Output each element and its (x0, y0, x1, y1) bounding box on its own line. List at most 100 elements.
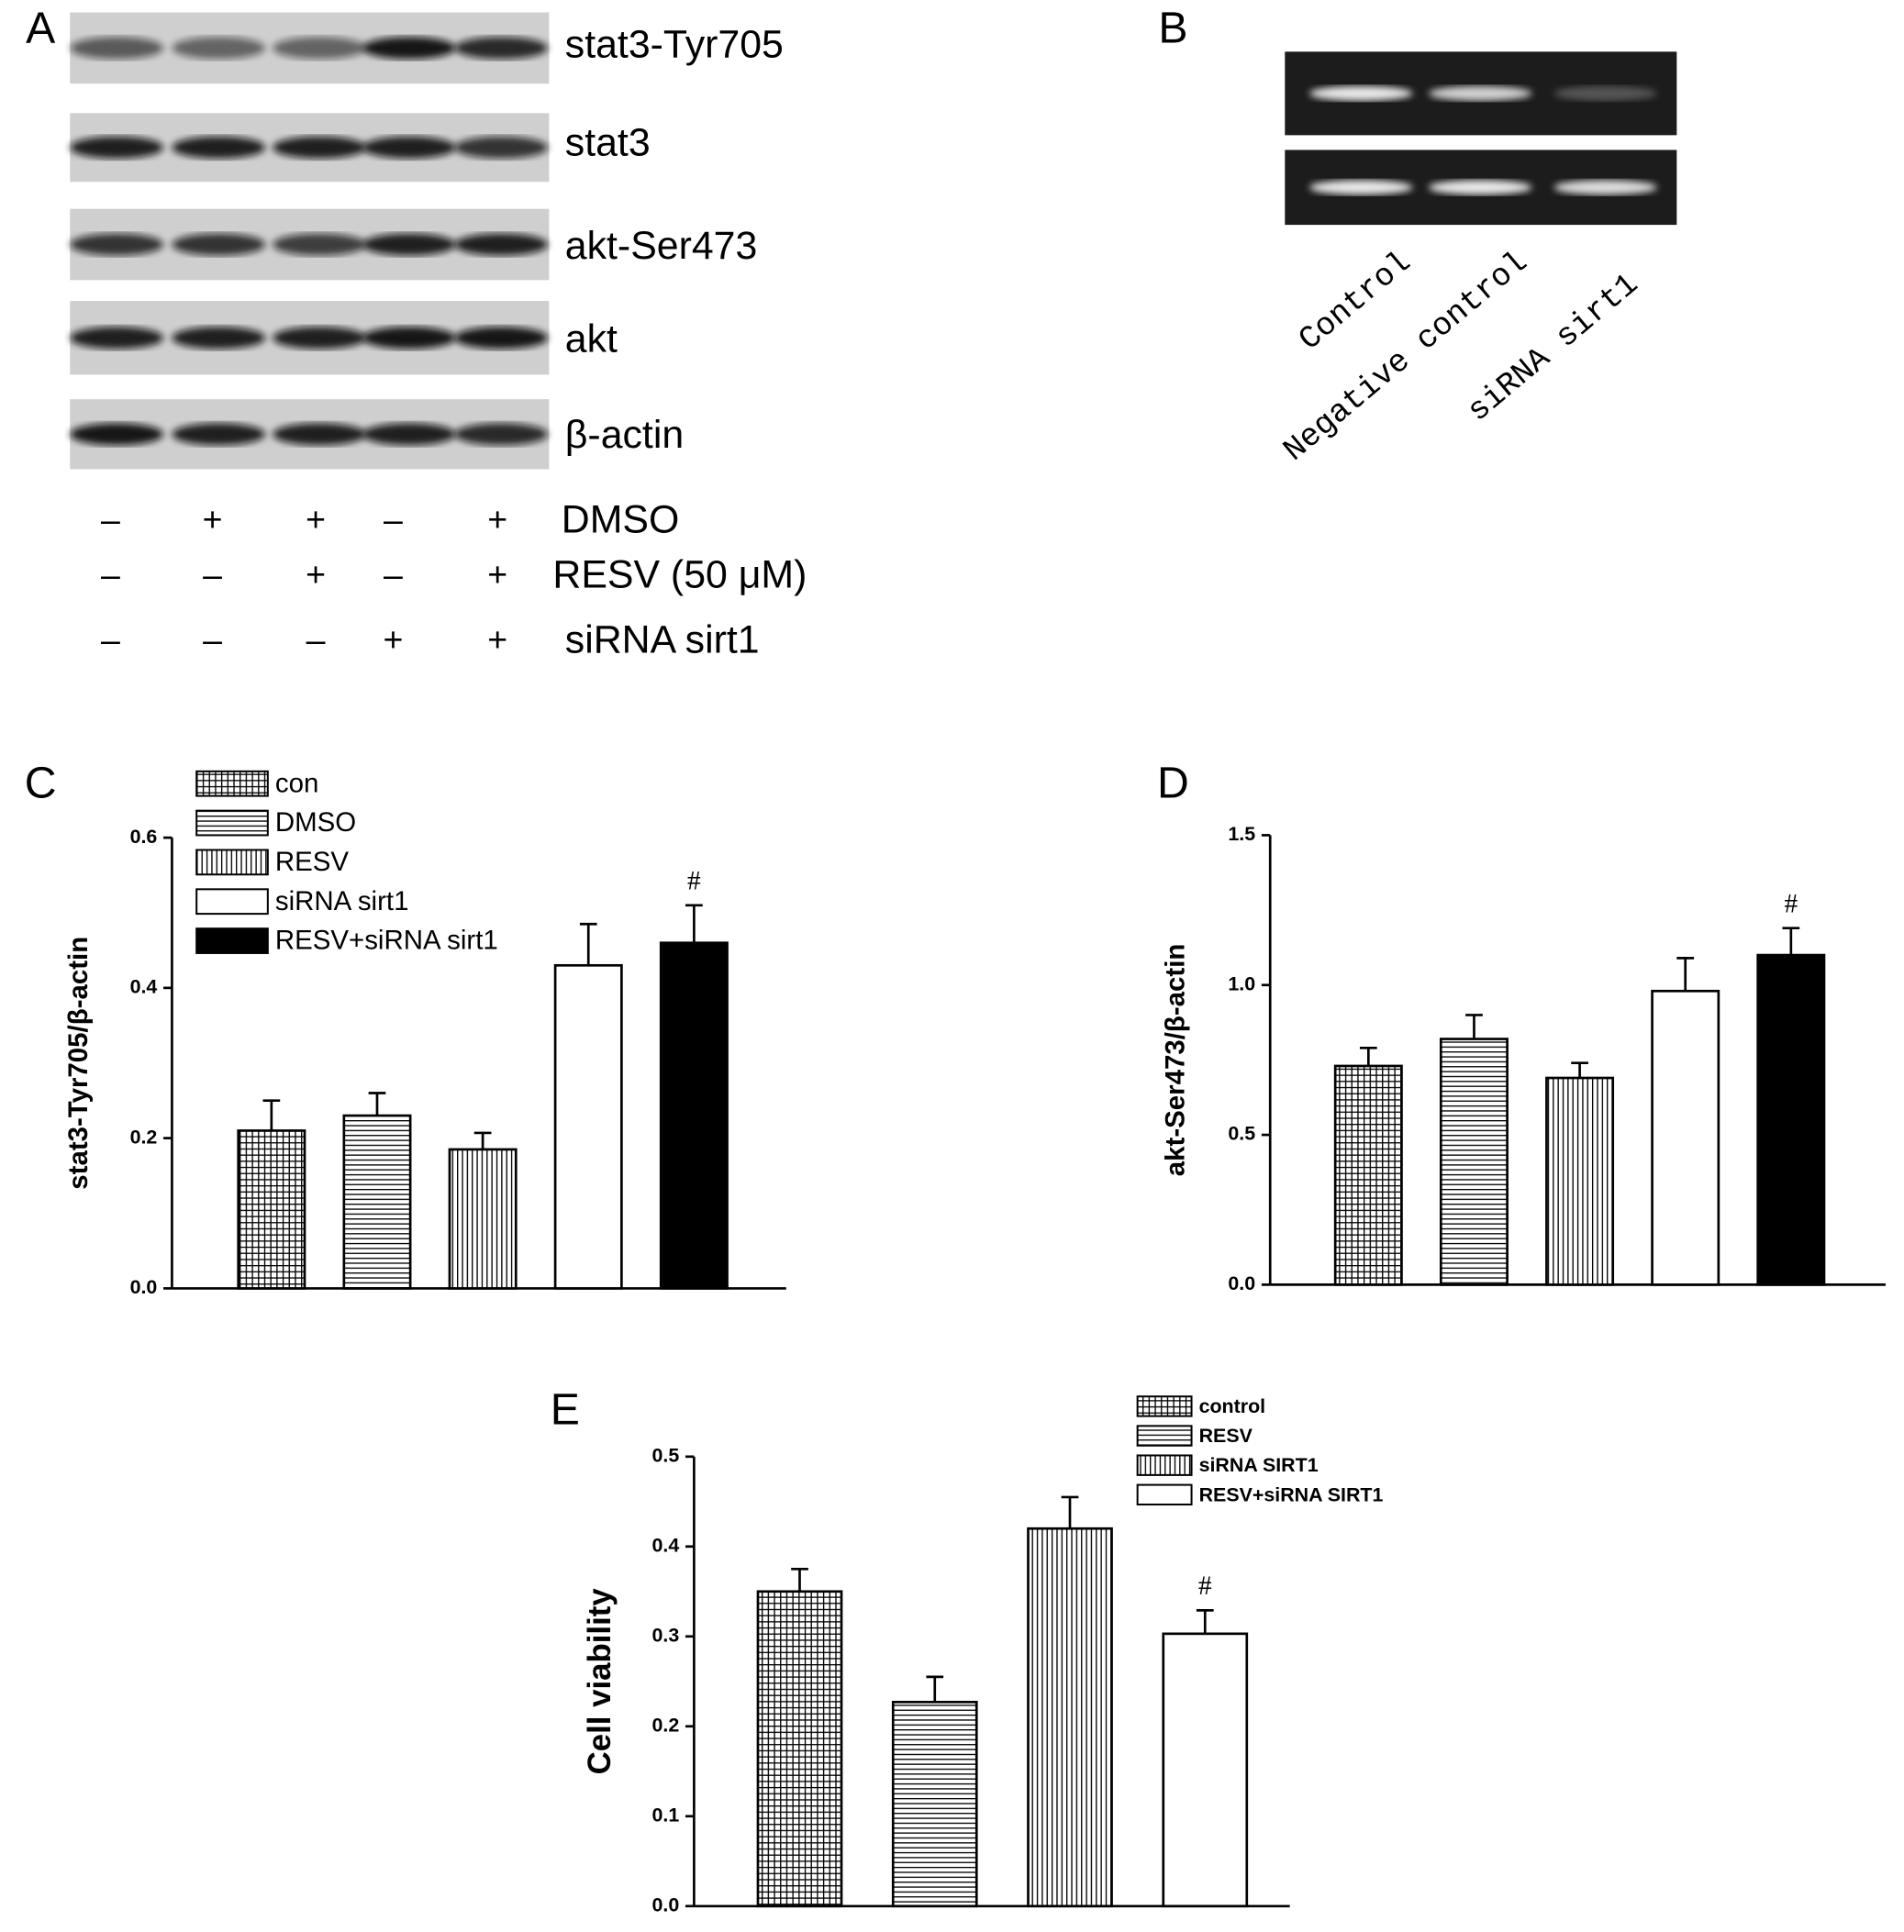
blot-band (70, 136, 164, 159)
blot-band (172, 136, 266, 159)
bar (1651, 989, 1720, 1286)
annotation: # (1784, 889, 1798, 918)
treatment-sign: – (384, 555, 403, 594)
error-bar (1465, 1014, 1483, 1039)
annotation: # (687, 866, 701, 895)
error-bar (1359, 1047, 1377, 1066)
treatment-sign: – (101, 500, 120, 539)
legend-swatch (1136, 1454, 1193, 1476)
panel-letter: C (25, 759, 57, 808)
y-tick-label: 0.4 (652, 1534, 680, 1556)
blot-band (273, 37, 366, 60)
y-tick-label: 0.5 (1228, 1123, 1255, 1145)
bar (1027, 1527, 1113, 1908)
treatment-label: RESV (50 μM) (552, 553, 807, 597)
blot-label: akt-Ser473 (565, 224, 757, 268)
y-axis-label: stat3-Tyr705/β-actin (63, 937, 94, 1190)
bar (553, 963, 623, 1290)
bar (756, 1590, 843, 1908)
blot-band (172, 37, 266, 60)
treatment-sign: – (101, 620, 120, 659)
error-bar (791, 1567, 808, 1592)
panel-letter: A (26, 3, 56, 52)
blot-band (273, 233, 366, 256)
error-bar (1196, 1609, 1214, 1634)
legend-label: RESV (1199, 1425, 1253, 1447)
treatment-sign: + (383, 620, 403, 659)
gel-band (1309, 85, 1413, 101)
gel-band (1553, 180, 1657, 195)
treatment-sign: + (203, 500, 223, 539)
legend-label: con (275, 768, 318, 798)
blot-band (172, 423, 266, 446)
y-tick-label: 1.0 (1228, 972, 1255, 994)
blot-band (454, 423, 549, 446)
error-bar (1676, 957, 1695, 992)
legend-swatch (1136, 1395, 1193, 1417)
blot-band (172, 233, 266, 256)
gel-band (1428, 85, 1532, 101)
error-bar (926, 1675, 944, 1703)
blot-label: β-actin (565, 413, 684, 457)
error-bar (1782, 927, 1800, 956)
legend-swatch (195, 809, 269, 837)
bar (448, 1148, 518, 1290)
error-bar (473, 1131, 492, 1149)
bar (342, 1114, 412, 1290)
legend-label: control (1199, 1395, 1266, 1417)
bar (1756, 953, 1826, 1286)
blot-band (70, 233, 164, 256)
blot-label: akt (565, 317, 618, 361)
blot-band (362, 327, 456, 350)
treatment-sign: + (487, 500, 507, 539)
error-bar (579, 922, 597, 966)
error-bar (1571, 1061, 1588, 1079)
gel-band (1553, 85, 1657, 101)
y-axis-label: akt-Ser473/β-actin (1160, 944, 1190, 1177)
y-tick-label: 1.5 (1228, 823, 1255, 845)
panel-letter: B (1158, 3, 1187, 52)
error-bar (1061, 1495, 1079, 1529)
treatment-label: DMSO (562, 497, 680, 541)
bar (1439, 1038, 1509, 1286)
error-bar (262, 1099, 281, 1131)
y-tick-label: 0.2 (130, 1126, 158, 1148)
blot-label: stat3 (565, 120, 651, 164)
blot-label: stat3-Tyr705 (565, 22, 784, 66)
treatment-sign: + (306, 500, 326, 539)
treatment-sign: – (384, 500, 403, 539)
treatment-sign: + (487, 555, 507, 594)
bar (1162, 1632, 1249, 1908)
bar (1545, 1076, 1615, 1286)
legend-label: DMSO (275, 807, 356, 838)
blot-band (454, 327, 549, 350)
panel-letter: E (551, 1384, 580, 1434)
legend-label: RESV+siRNA SIRT1 (1199, 1483, 1384, 1505)
blot-band (362, 233, 456, 256)
y-tick-label: 0.1 (652, 1804, 680, 1826)
panel-letter: D (1157, 759, 1189, 808)
blot-band (273, 327, 366, 350)
y-tick-label: 0.4 (130, 976, 158, 998)
treatment-sign: – (101, 555, 120, 594)
blot-band (454, 233, 549, 256)
y-tick-label: 0.0 (130, 1276, 158, 1298)
treatment-sign: – (203, 620, 222, 659)
legend-swatch (195, 927, 269, 954)
gel-band (1309, 180, 1413, 195)
y-axis-label: Cell viability (582, 1588, 618, 1775)
blot-band (172, 327, 266, 350)
bar (891, 1700, 978, 1908)
y-tick-label: 0.2 (652, 1714, 680, 1736)
treatment-sign: + (487, 620, 507, 659)
legend-swatch (195, 770, 269, 797)
blot-band (454, 37, 549, 60)
blot-band (70, 37, 164, 60)
blot-band (454, 136, 549, 159)
error-bar (685, 904, 703, 943)
blot-band (273, 136, 366, 159)
blot-band (362, 136, 456, 159)
treatment-label: siRNA sirt1 (565, 618, 760, 662)
